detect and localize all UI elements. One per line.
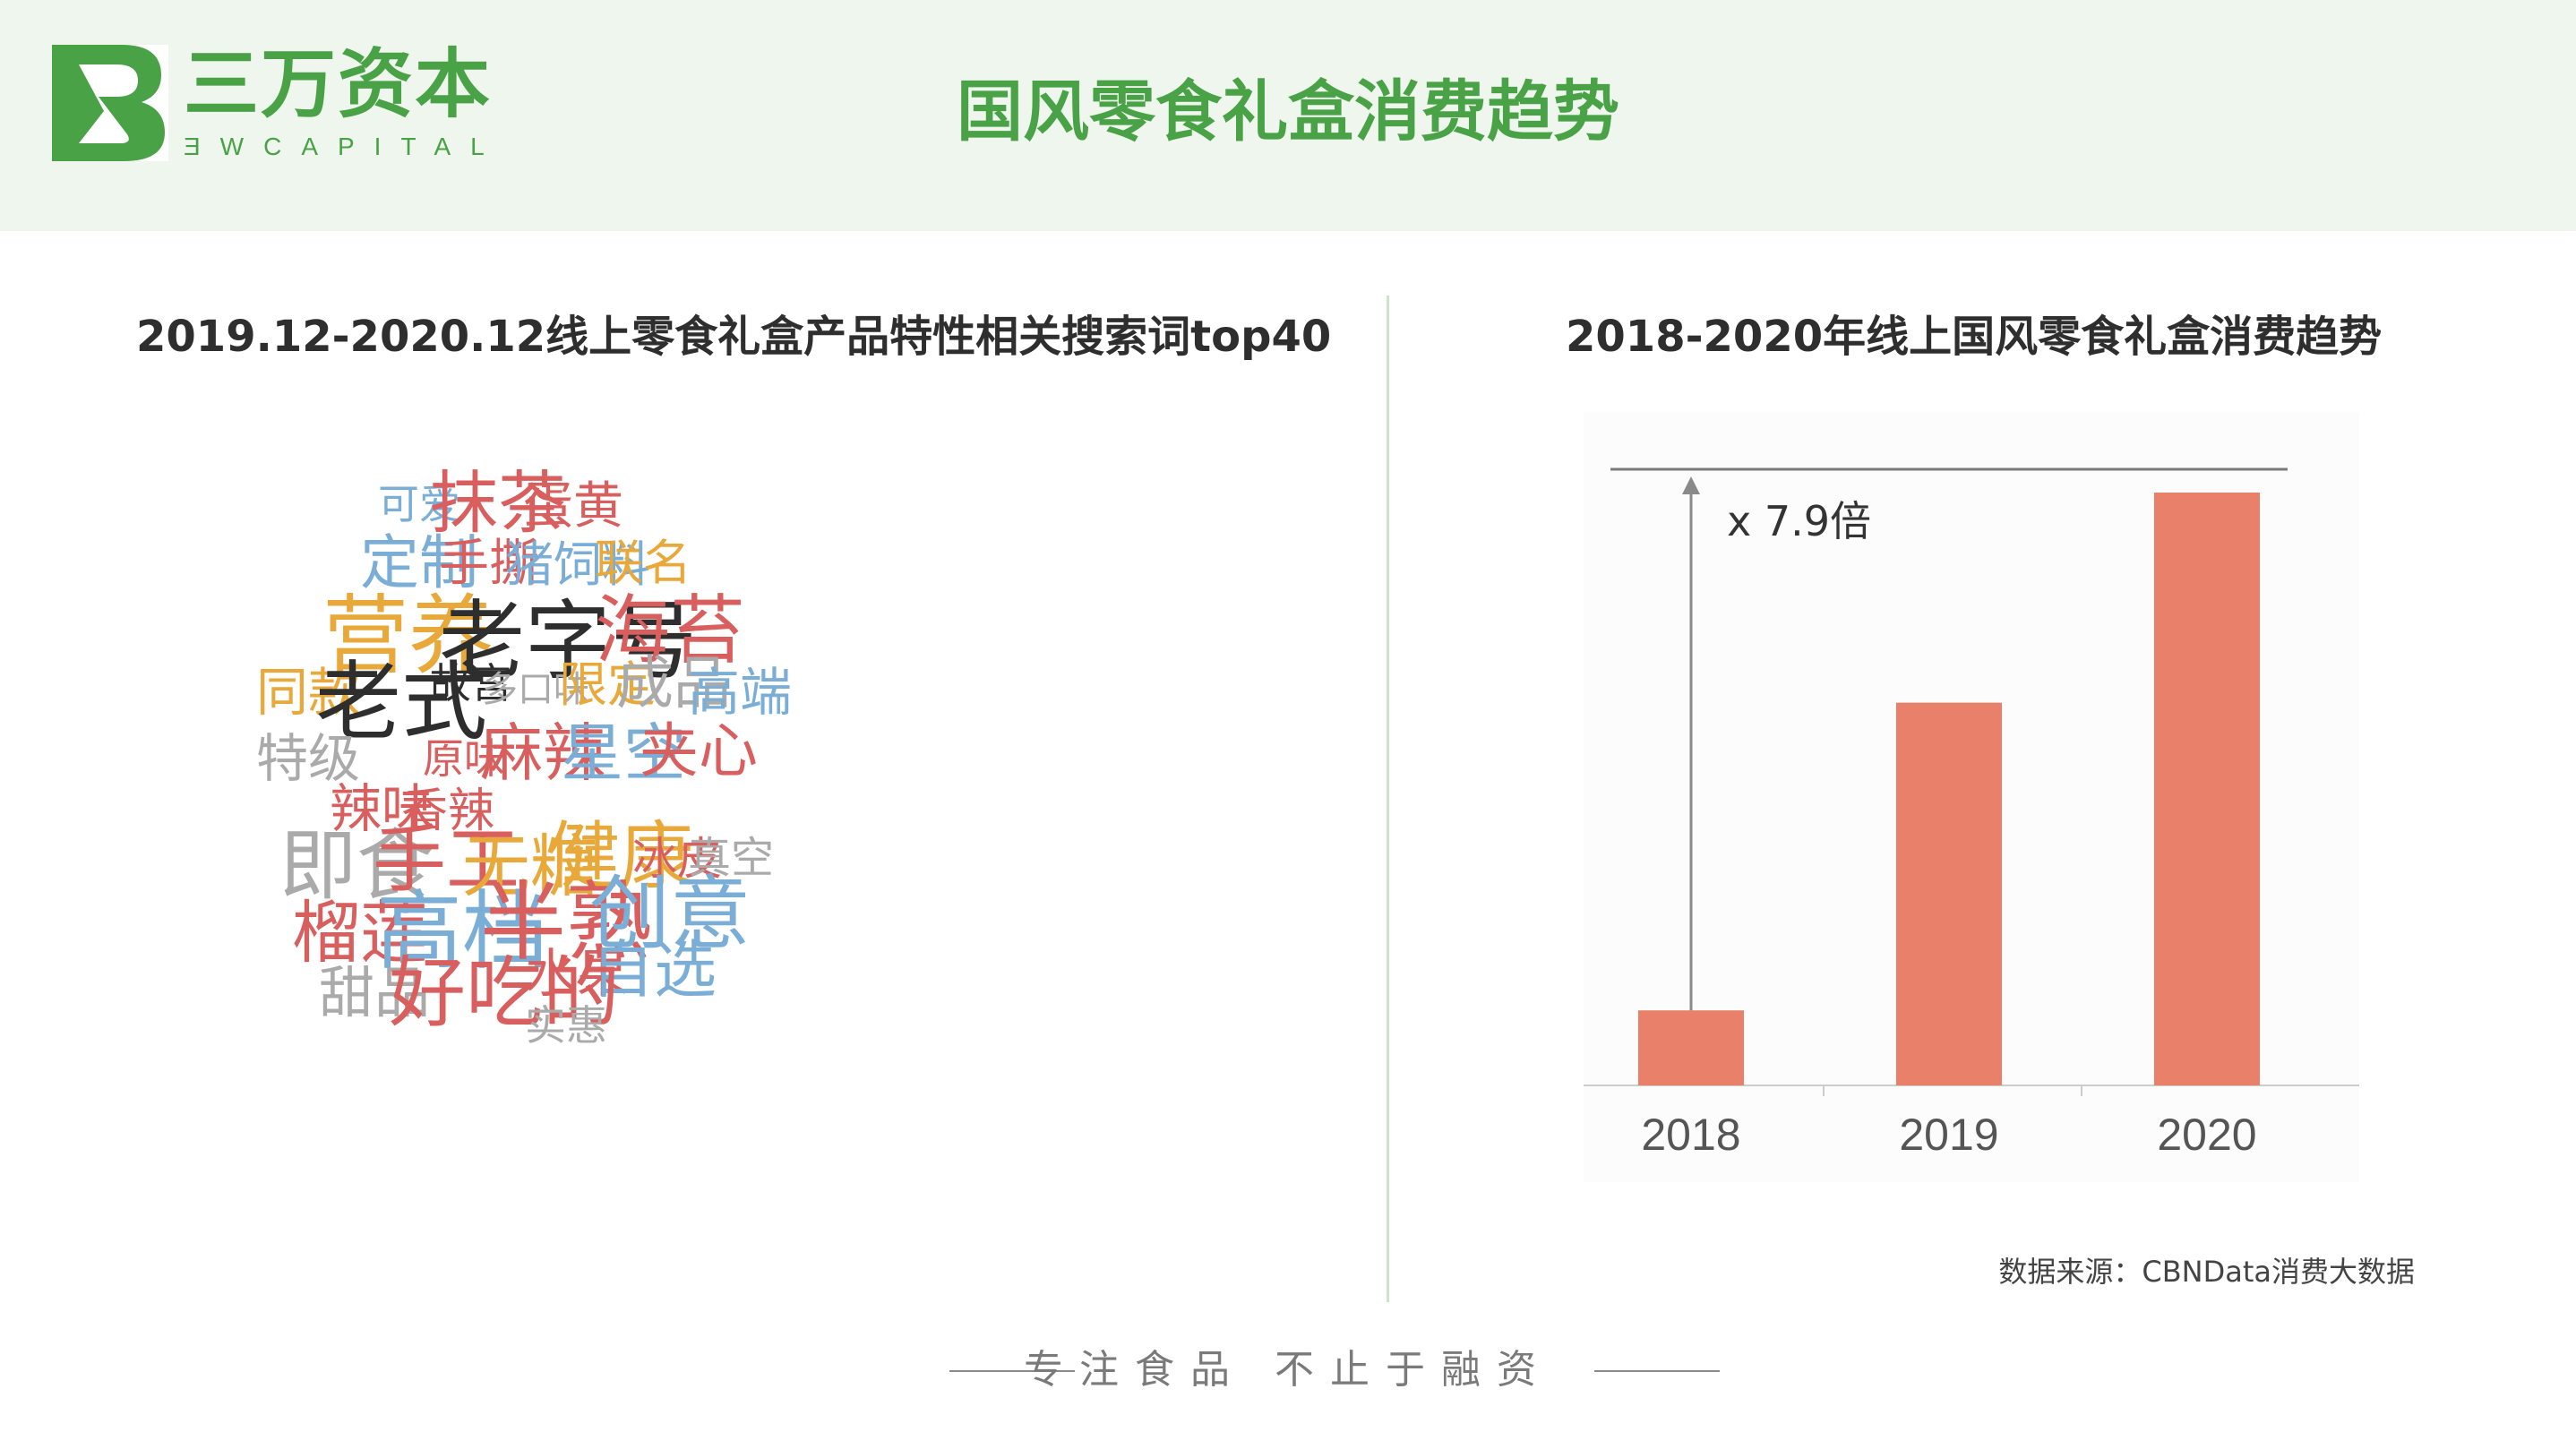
cloud-word: 手工: [373, 818, 520, 903]
panel-divider: [1387, 296, 1389, 1302]
bar-2018: [1638, 1010, 1744, 1085]
cloud-word: 无糖: [462, 827, 598, 906]
cloud-word: 辣味: [330, 778, 434, 839]
cloud-word: 麻辣: [480, 716, 605, 790]
cloud-word: 夹心: [640, 716, 758, 785]
cloud-word: 同款: [256, 662, 361, 723]
logo-text-en: ƎWCAPITAL: [184, 133, 504, 160]
cloud-word: 健康: [546, 814, 694, 899]
cloud-word: 好吃的: [389, 948, 620, 1038]
cloud-word: 多口味: [482, 669, 589, 710]
growth-arrow-head: [1682, 476, 1700, 494]
bar-chart-panel: 2018 2019 2020 x 7.9倍: [1584, 412, 2359, 1182]
cloud-word: 水果: [525, 943, 630, 1004]
left-panel-title: 2019.12-2020.12线上零食礼盒产品特性相关搜索词top40: [136, 312, 1332, 362]
cloud-word: 即食: [279, 821, 434, 911]
page-title: 国风零食礼盒消费趋势: [957, 73, 1619, 150]
cloud-word: 高端: [688, 662, 793, 723]
cloud-word: 联名: [595, 535, 691, 591]
cloud-word: 老式: [315, 652, 487, 752]
cloud-word: 实惠: [525, 1001, 607, 1050]
x-tick-label: 2018: [1641, 1110, 1740, 1160]
cloud-word: 猪饲料: [505, 536, 650, 593]
cloud-word: 老字号: [439, 591, 697, 691]
bar-2020: [2154, 493, 2260, 1085]
cloud-word: 营养: [322, 586, 494, 686]
growth-annotation: x 7.9倍: [1727, 497, 1871, 545]
cloud-word: 甜品: [319, 960, 431, 1025]
cloud-word: 香辣: [401, 785, 495, 838]
bar-2019: [1896, 702, 2002, 1085]
cloud-word: 成品: [616, 651, 731, 717]
data-source-note: 数据来源：CBNData消费大数据: [1998, 1255, 2415, 1289]
cloud-word: 蛋黄: [523, 477, 623, 536]
cloud-word: 自选: [591, 933, 717, 1007]
cloud-word: 抹茶: [430, 463, 566, 543]
right-panel-title: 2018-2020年线上国风零食礼盒消费趋势: [1566, 312, 2383, 362]
cloud-word: 定制: [360, 528, 478, 597]
cloud-word: 创意: [589, 867, 751, 961]
cloud-word: 高档: [376, 881, 548, 982]
footer-rule-left: [949, 1370, 1075, 1372]
cloud-word: 原味: [423, 734, 505, 783]
cloud-word: 可爱: [378, 480, 460, 528]
cloud-word: 限定: [559, 656, 656, 713]
logo-icon: [52, 45, 168, 161]
cloud-word: 真空: [688, 833, 775, 883]
cloud-word: 榴莲: [292, 893, 428, 973]
x-tick-label: 2020: [2157, 1110, 2256, 1160]
x-tick-label: 2019: [1899, 1110, 1998, 1160]
cloud-word: 手撕: [439, 535, 539, 593]
cloud-word: 星空: [561, 716, 686, 790]
word-cloud: 可爱 抹茶 蛋黄 定制 手撕 猪饲料 联名营养 老字号 海苔同款 老式 故宫 多口味 限定 成品 高端特级 原…: [215, 448, 1164, 1164]
cloud-word: 半熟: [480, 872, 652, 973]
header-bar: 三万资本 ƎWCAPITAL 国风零食礼盒消费趋势: [0, 0, 2576, 231]
footer-slogan: 专注食品 不止于融资: [1024, 1347, 1552, 1393]
bar-chart: 2018 2019 2020 x 7.9倍: [1584, 467, 2359, 1160]
cloud-word: 冰皮: [632, 833, 722, 885]
footer-rule-right: [1594, 1370, 1720, 1372]
cloud-word: 故宫: [430, 659, 512, 707]
logo-text-cn: 三万资本: [184, 40, 493, 128]
cloud-word: 海苔: [595, 587, 746, 674]
cloud-word: 特级: [256, 728, 361, 789]
